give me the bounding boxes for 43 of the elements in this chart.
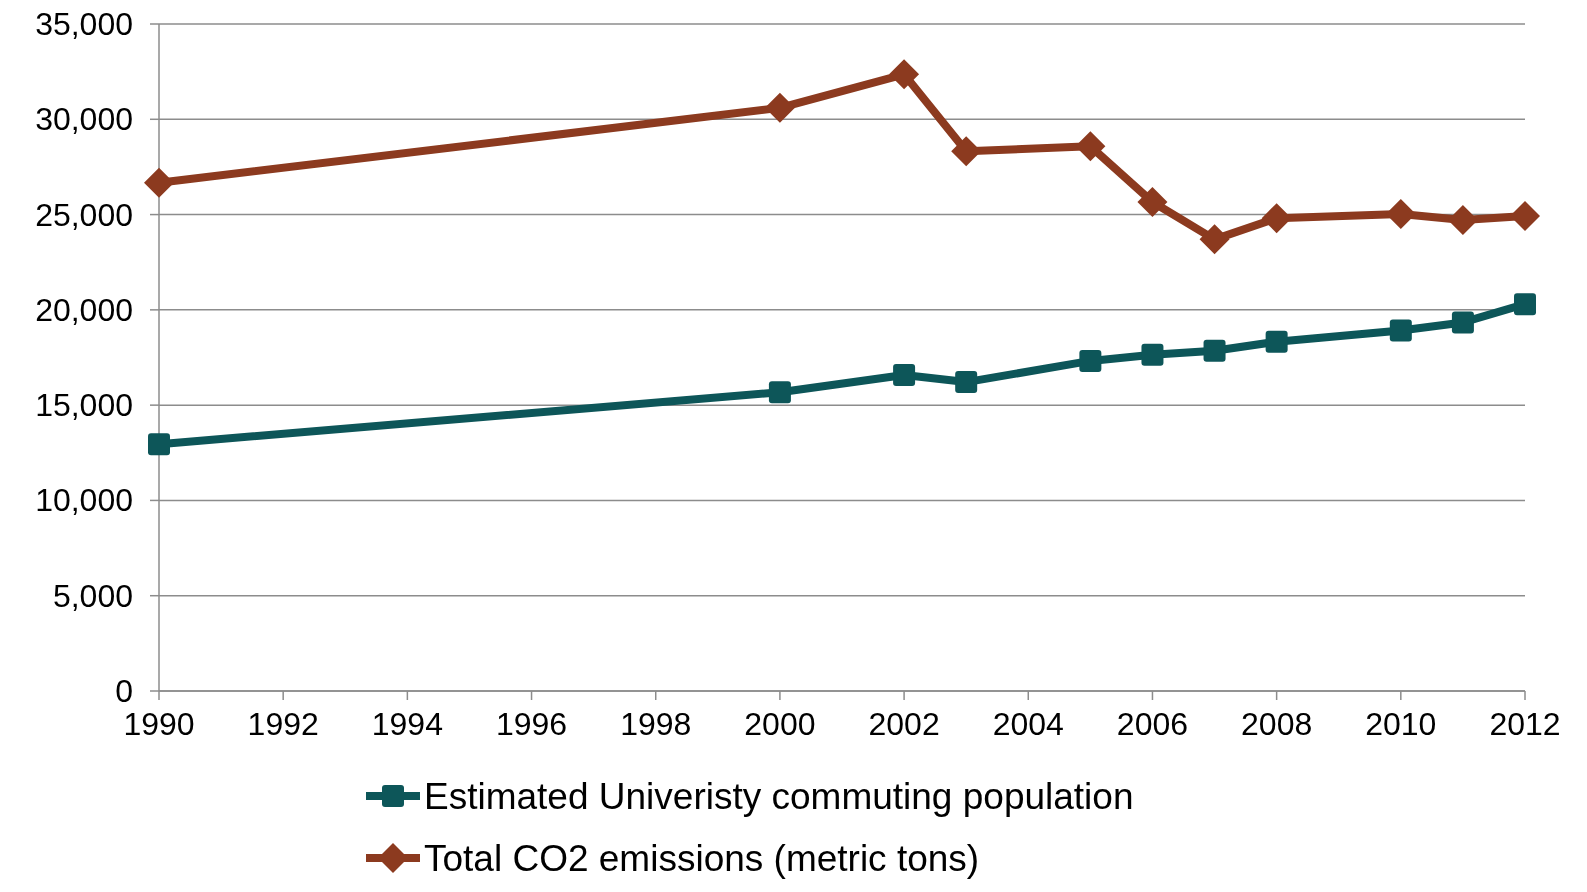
point: [1075, 131, 1106, 162]
point: [1261, 203, 1292, 234]
x-tick-label: 1992: [247, 706, 319, 742]
point: [1203, 339, 1226, 362]
y-tick-label: 0: [115, 673, 133, 709]
point: [893, 364, 916, 387]
point: [889, 59, 920, 90]
x-tick-label: 2012: [1489, 706, 1561, 742]
y-tick-label: 35,000: [35, 6, 133, 42]
point: [951, 136, 982, 167]
point: [1514, 293, 1536, 316]
x-tick-label: 1994: [371, 706, 443, 742]
y-tick-label: 30,000: [35, 101, 133, 138]
y-tick-label: 20,000: [35, 291, 133, 328]
point: [1079, 349, 1102, 372]
x-tick-label: 1996: [495, 706, 568, 742]
x-tick-label: 2010: [1365, 706, 1437, 742]
legend-label: Estimated Univeristy commuting population: [424, 776, 1134, 817]
x-tick-label: 2000: [744, 706, 816, 742]
point: [1137, 186, 1168, 217]
point: [1510, 201, 1540, 232]
x-tick-label: 2008: [1241, 706, 1313, 742]
x-tick-label: 1990: [123, 706, 195, 742]
x-tick-label: 2002: [868, 706, 940, 742]
point: [144, 167, 174, 198]
legend-label: Total CO2 emissions (metric tons): [424, 838, 980, 879]
point: [148, 433, 170, 456]
point: [955, 371, 978, 394]
y-tick-label: 15,000: [35, 387, 133, 424]
y-tick-label: 25,000: [35, 196, 133, 233]
x-tick-label: 2004: [992, 706, 1064, 742]
point: [1389, 319, 1412, 342]
point: [1199, 224, 1230, 255]
point: [768, 381, 791, 404]
y-tick-label: 5,000: [52, 577, 133, 614]
point: [1141, 343, 1164, 366]
point: [1265, 330, 1288, 353]
point: [764, 92, 795, 123]
point: [1447, 205, 1478, 236]
point: [1451, 311, 1474, 334]
y-tick-label: 10,000: [35, 482, 133, 519]
x-tick-label: 2006: [1116, 706, 1189, 742]
x-tick-label: 1998: [620, 706, 692, 742]
